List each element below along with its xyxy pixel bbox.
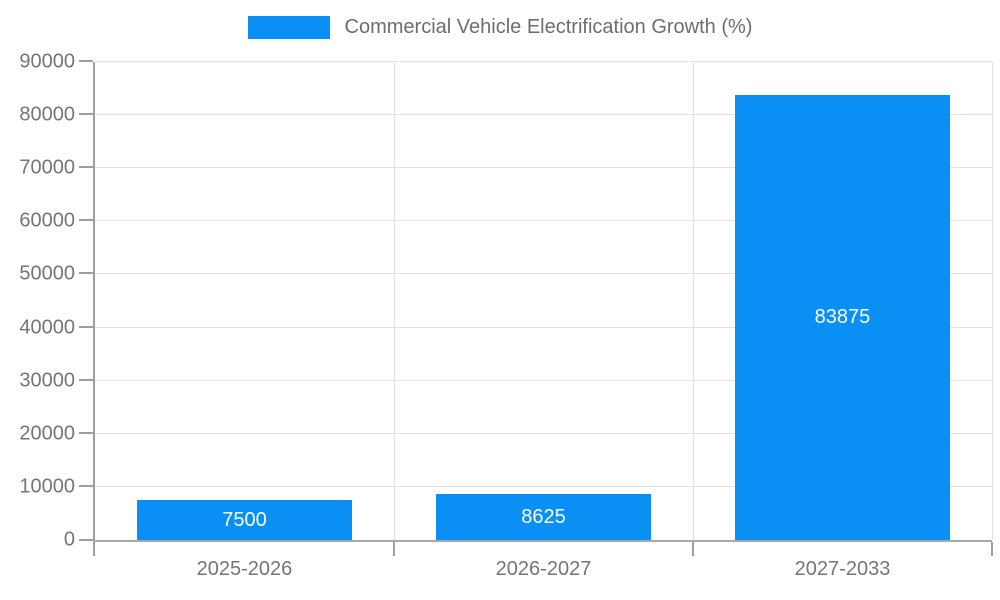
x-tick-mark — [93, 542, 95, 556]
x-axis-line — [93, 540, 992, 542]
y-tick-label: 70000 — [19, 156, 75, 179]
y-gridline — [95, 61, 992, 62]
bar: 83875 — [734, 94, 951, 540]
chart-title: Commercial Vehicle Electrification Growt… — [344, 16, 753, 38]
x-gridline — [992, 62, 993, 540]
y-tick-mark — [79, 325, 93, 328]
y-tick-label: 20000 — [19, 422, 75, 445]
y-tick-mark — [79, 378, 93, 381]
y-tick-mark — [79, 166, 93, 169]
x-tick-label: 2027-2033 — [794, 558, 891, 580]
x-tick-mark — [691, 542, 694, 556]
y-tick-mark — [79, 431, 93, 434]
x-gridline — [692, 62, 694, 540]
bar: 8625 — [435, 494, 652, 540]
y-gridline — [95, 432, 992, 434]
legend-swatch — [247, 16, 330, 39]
x-gridline — [393, 62, 395, 540]
y-gridline — [95, 273, 992, 275]
y-tick-label: 10000 — [19, 475, 75, 498]
y-tick-label: 30000 — [19, 369, 75, 392]
bar-value-label: 83875 — [814, 305, 871, 328]
y-tick-mark — [79, 219, 93, 222]
y-gridline — [95, 114, 992, 116]
y-tick-label: 90000 — [19, 50, 75, 73]
x-tick-label: 2025-2026 — [196, 558, 293, 580]
y-tick-mark — [79, 60, 93, 62]
y-gridline — [95, 167, 992, 169]
y-gridline — [95, 485, 992, 487]
y-tick-label: 60000 — [19, 209, 75, 232]
x-tick-mark — [392, 542, 395, 556]
y-axis-line — [93, 62, 95, 540]
x-tick-label: 2026-2027 — [495, 558, 592, 580]
y-tick-label: 80000 — [19, 103, 75, 126]
y-tick-mark — [79, 113, 93, 116]
y-tick-mark — [79, 539, 93, 541]
y-tick-label: 0 — [63, 528, 75, 551]
x-tick-mark — [991, 542, 993, 556]
legend: Commercial Vehicle Electrification Growt… — [0, 16, 1000, 39]
bar-value-label: 7500 — [222, 508, 267, 531]
y-tick-label: 50000 — [19, 262, 75, 285]
bar-value-label: 8625 — [521, 505, 566, 528]
y-gridline — [95, 220, 992, 222]
y-tick-mark — [79, 484, 93, 487]
y-gridline — [95, 326, 992, 328]
y-tick-mark — [79, 272, 93, 275]
y-gridline — [95, 379, 992, 381]
y-tick-label: 40000 — [19, 316, 75, 339]
bar: 7500 — [136, 500, 353, 540]
plot-area: 0 10000 20000 30000 40000 50000 60000 70000 8000… — [19, 51, 993, 580]
